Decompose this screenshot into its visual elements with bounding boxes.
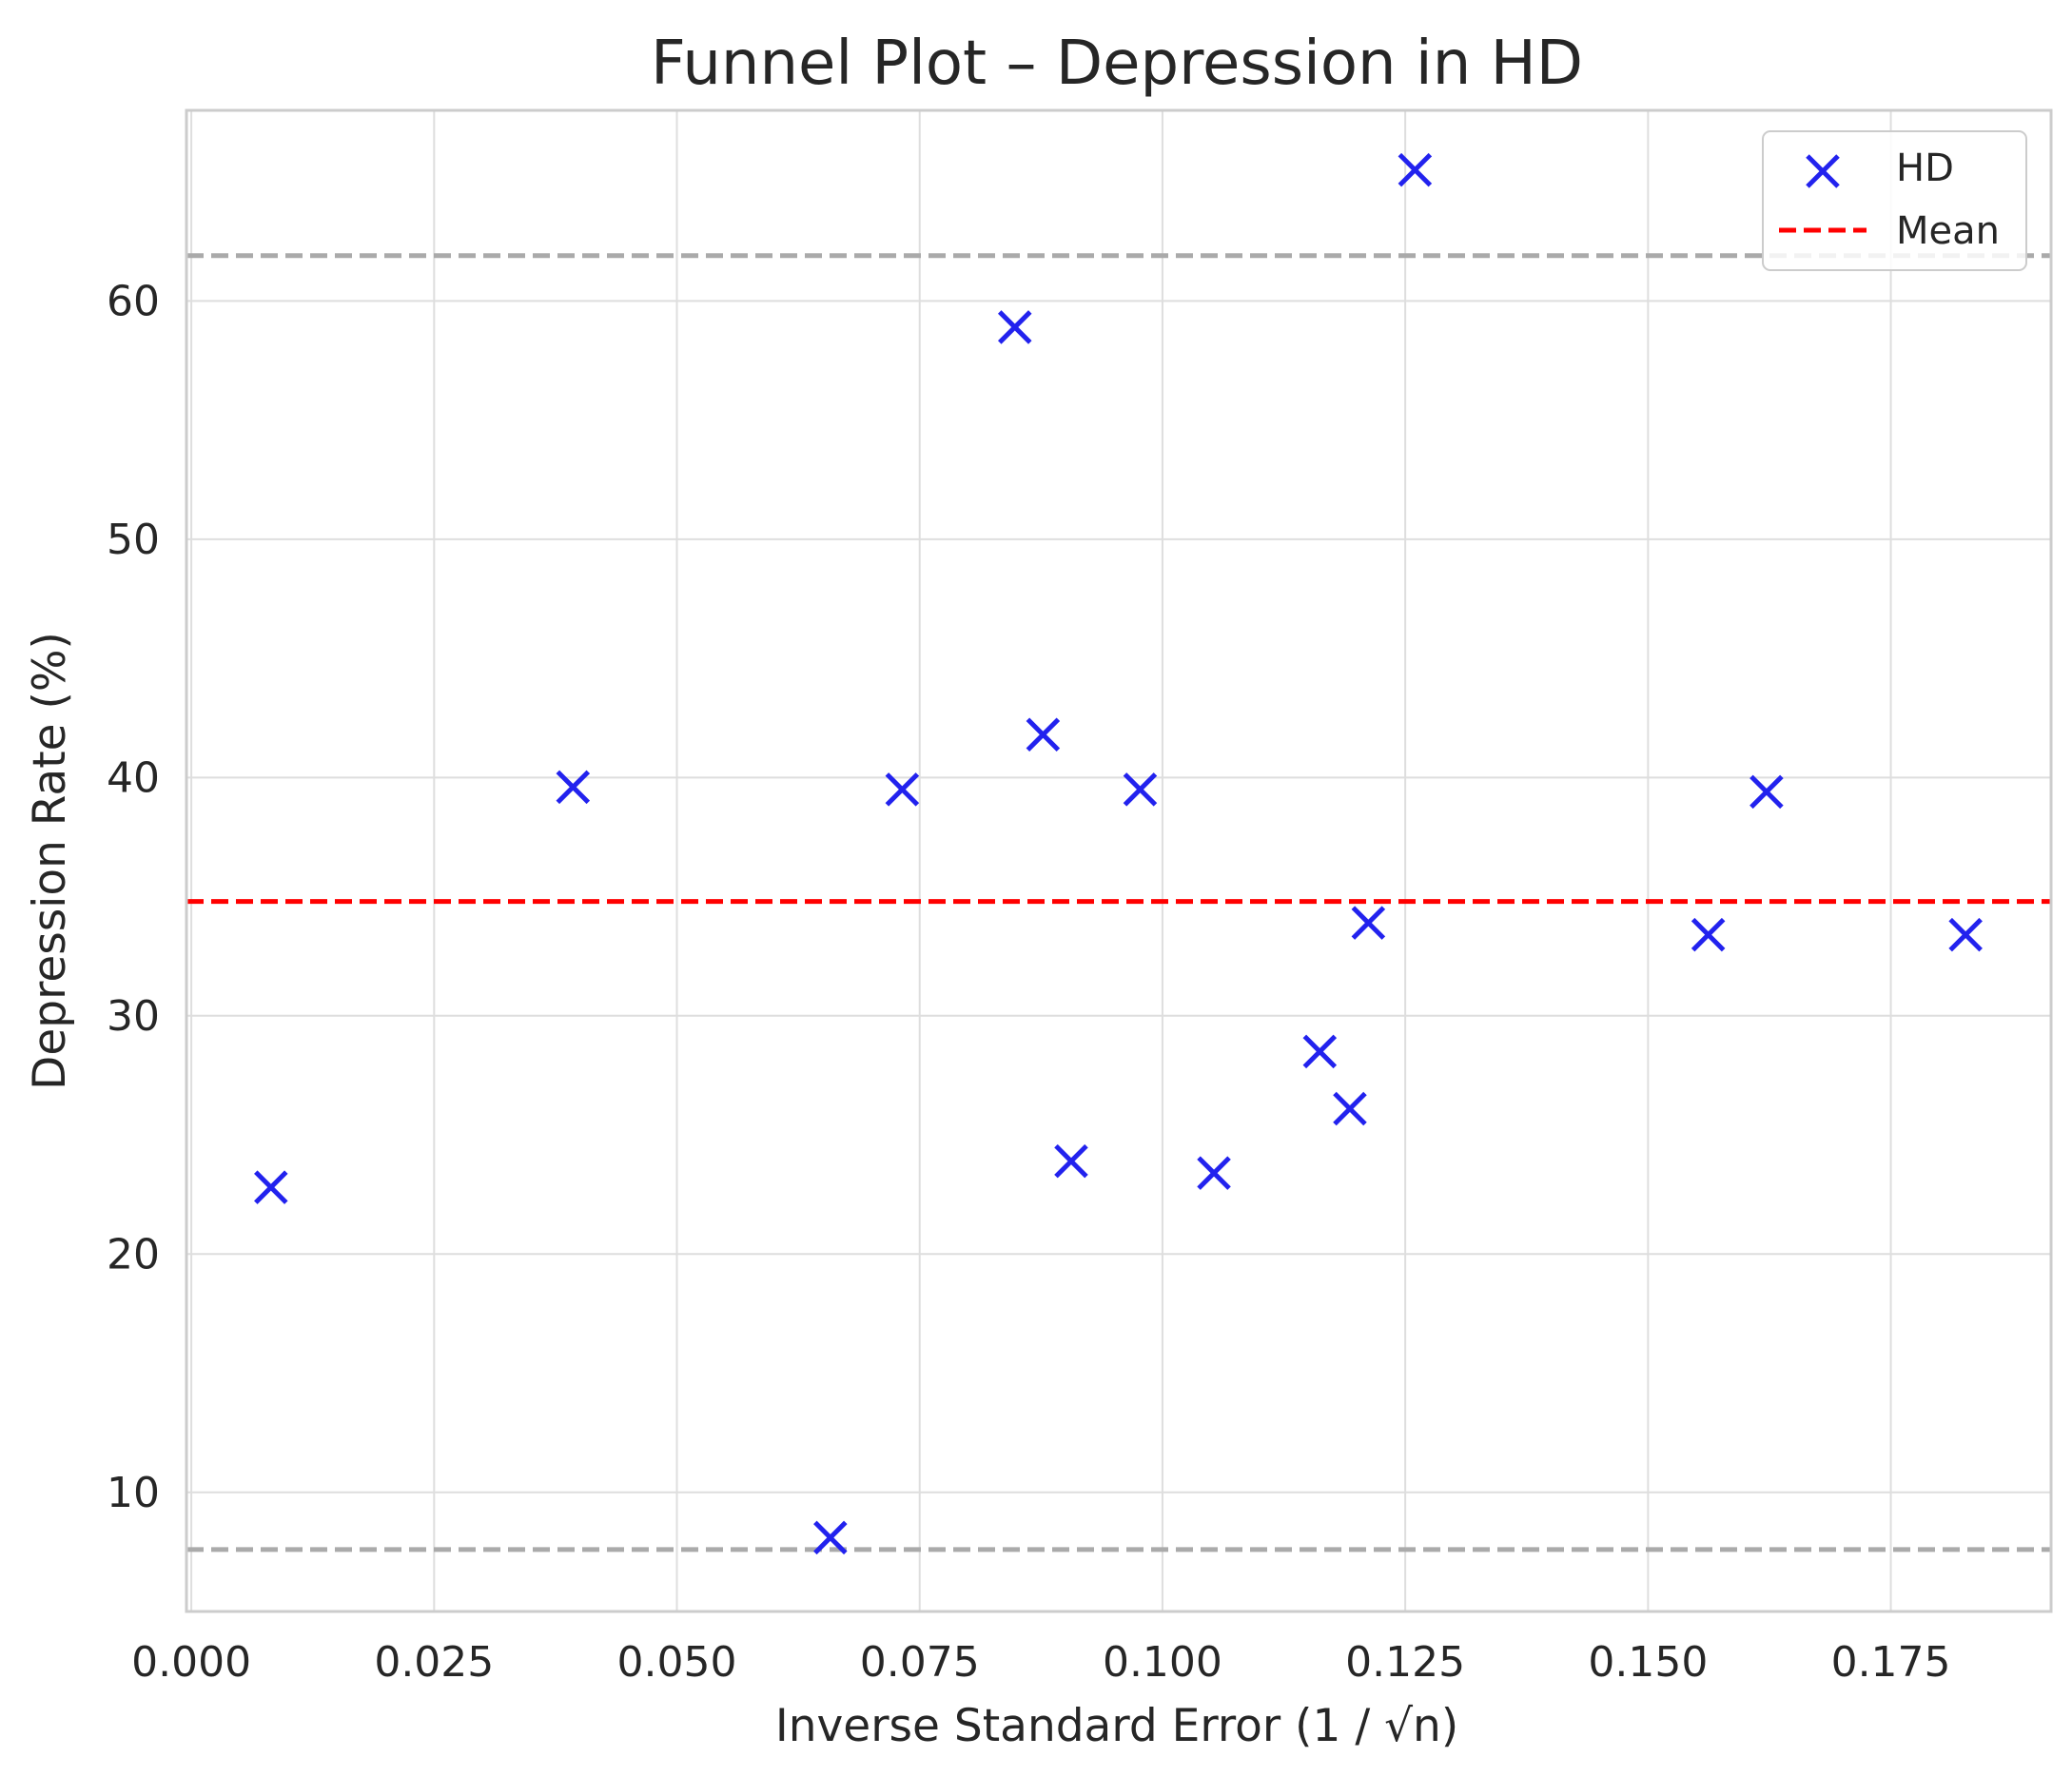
x-axis-label: Inverse Standard Error (1 / √n) <box>775 1700 1458 1752</box>
data-point <box>1302 1034 1338 1069</box>
legend: HD Mean <box>1762 130 2027 271</box>
data-point <box>1691 917 1726 952</box>
data-point <box>1197 1156 1231 1190</box>
legend-hd-x <box>1806 154 1840 188</box>
legend-mean-label: Mean <box>1896 209 2000 253</box>
data-point <box>1749 774 1784 810</box>
x-tick-labels: 0.000 0.025 0.050 0.075 0.100 0.125 0.150 0.175 <box>131 1638 1950 1687</box>
data-point <box>1333 1091 1367 1126</box>
reference-lines <box>186 253 2051 1552</box>
y-tick-label: 30 <box>107 992 160 1041</box>
chart-title: Funnel Plot – Depression in HD <box>651 29 1583 99</box>
y-tick-label: 10 <box>107 1469 160 1517</box>
x-tick-label: 0.025 <box>374 1638 494 1687</box>
x-tick-label: 0.050 <box>617 1638 737 1687</box>
x-tick-label: 0.000 <box>131 1638 251 1687</box>
data-point <box>1398 152 1433 187</box>
y-tick-label: 60 <box>107 277 160 325</box>
data-point <box>1054 1143 1088 1179</box>
data-point <box>813 1520 848 1555</box>
x-tick-label: 0.150 <box>1588 1638 1708 1687</box>
x-tick-label: 0.125 <box>1345 1638 1465 1687</box>
data-point <box>998 310 1032 344</box>
legend-hd-label: HD <box>1896 146 1954 190</box>
y-tick-label: 40 <box>107 753 160 802</box>
data-point <box>1351 906 1386 940</box>
data-points <box>254 152 1983 1555</box>
data-point <box>556 770 591 805</box>
y-axis-label: Depression Rate (%) <box>24 632 76 1090</box>
x-tick-label: 0.100 <box>1103 1638 1222 1687</box>
data-point <box>1123 772 1158 807</box>
y-tick-labels: 10 20 30 40 50 60 <box>107 277 160 1516</box>
y-tick-label: 20 <box>107 1230 160 1279</box>
data-point <box>1948 917 1983 952</box>
grid-lines <box>186 110 2051 1611</box>
y-tick-label: 50 <box>107 516 160 564</box>
data-point <box>1026 717 1061 752</box>
data-point <box>885 772 920 807</box>
plot-frame <box>185 108 2053 1613</box>
legend-hd-marker <box>1806 154 1840 188</box>
x-tick-label: 0.175 <box>1831 1638 1951 1687</box>
data-point <box>254 1170 288 1204</box>
x-tick-label: 0.075 <box>860 1638 980 1687</box>
